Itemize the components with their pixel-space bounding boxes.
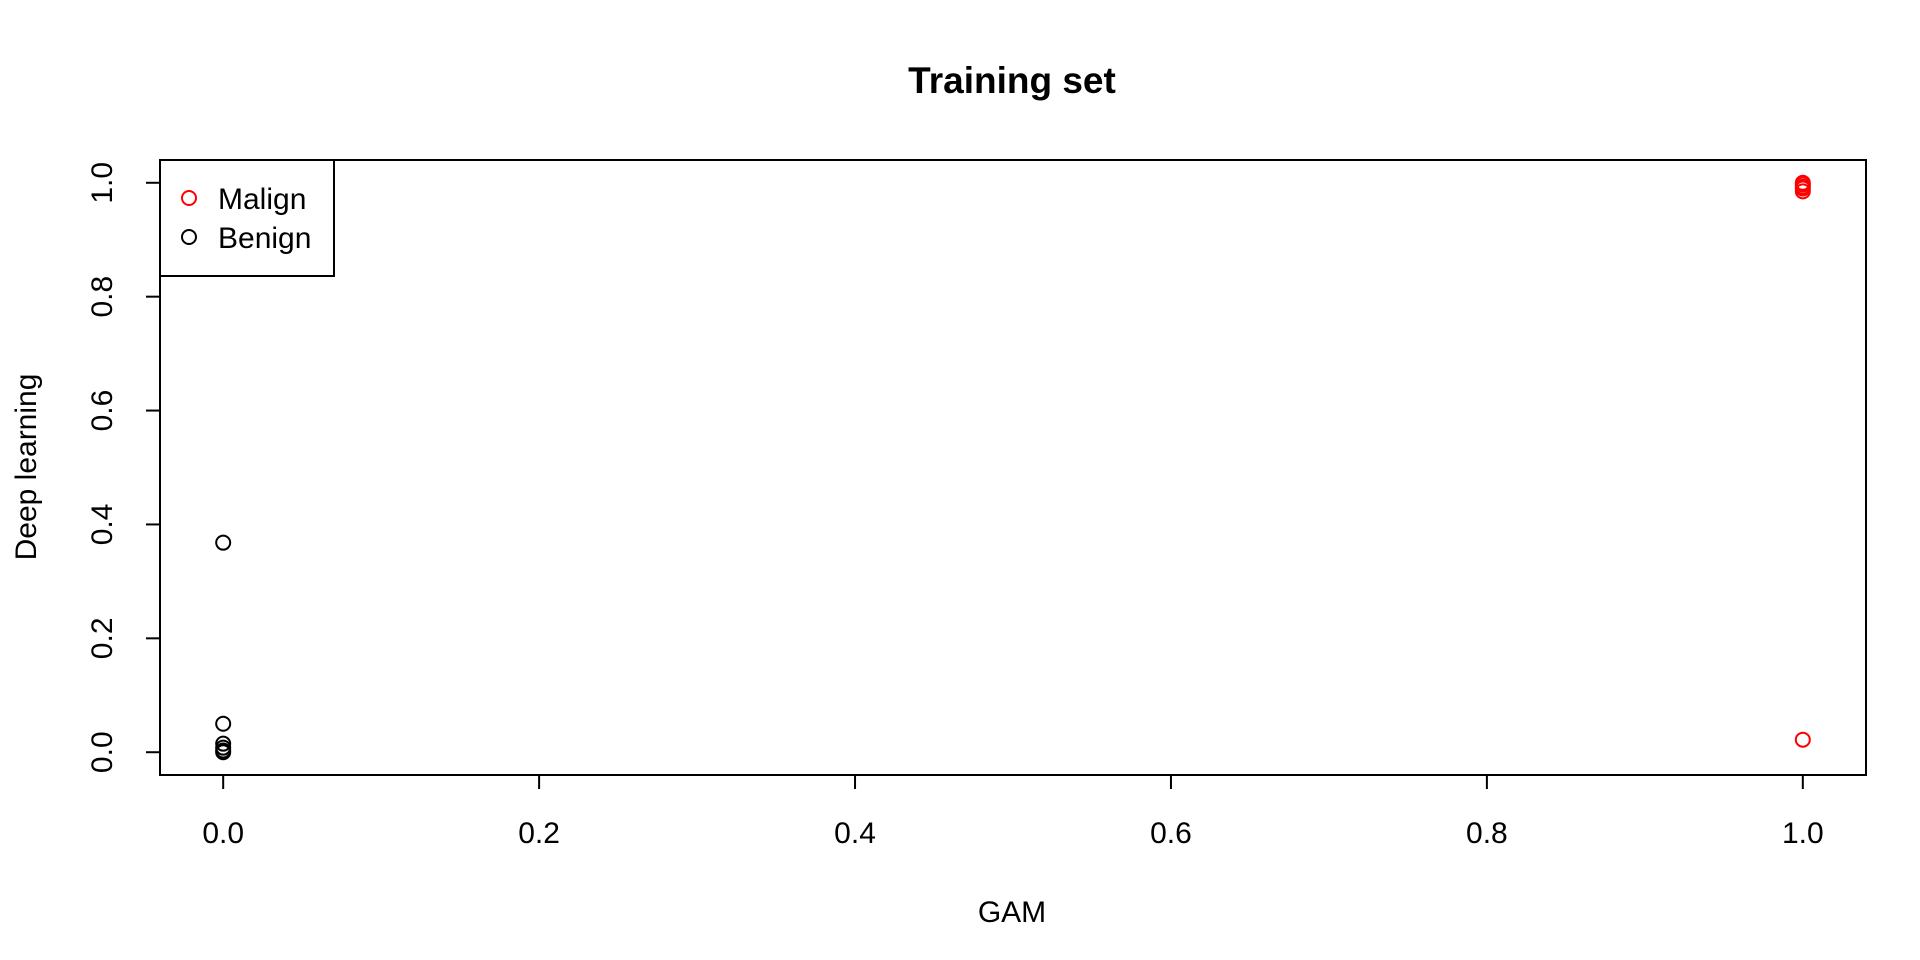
- legend: Malign Benign: [159, 159, 335, 277]
- point-benign: [215, 735, 232, 752]
- point-benign: [215, 534, 232, 551]
- point-benign: [215, 715, 232, 732]
- y-tick-label: 0.6: [86, 390, 119, 432]
- x-tick-label: 0.0: [202, 817, 244, 850]
- legend-marker-malign: [181, 190, 197, 206]
- legend-label-benign: Benign: [218, 222, 311, 255]
- y-axis: 0.0 0.2 0.4 0.6 0.8 1.0: [86, 162, 161, 773]
- y-tick-label: 0.4: [86, 504, 119, 546]
- legend-box: [159, 159, 335, 277]
- legend-marker-benign: [181, 229, 197, 245]
- point-malign: [1794, 731, 1811, 748]
- y-tick-label: 0.0: [86, 731, 119, 773]
- point-malign: [1794, 183, 1811, 200]
- legend-label-malign: Malign: [218, 183, 306, 216]
- x-tick-label: 0.8: [1466, 817, 1508, 850]
- y-tick-label: 0.8: [86, 276, 119, 318]
- y-axis-label: Deep learning: [10, 374, 43, 561]
- x-tick-label: 0.4: [834, 817, 876, 850]
- chart-title: Training set: [908, 60, 1116, 101]
- y-tick-label: 1.0: [86, 162, 119, 204]
- x-tick-label: 1.0: [1782, 817, 1824, 850]
- x-axis: 0.0 0.2 0.4 0.6 0.8 1.0: [202, 774, 1824, 850]
- x-tick-label: 0.2: [518, 817, 560, 850]
- point-benign: [215, 744, 232, 761]
- x-axis-label: GAM: [978, 896, 1046, 929]
- x-tick-label: 0.6: [1150, 817, 1192, 850]
- data-points: [215, 174, 1811, 761]
- plot-frame: [159, 159, 1867, 776]
- y-tick-label: 0.2: [86, 617, 119, 659]
